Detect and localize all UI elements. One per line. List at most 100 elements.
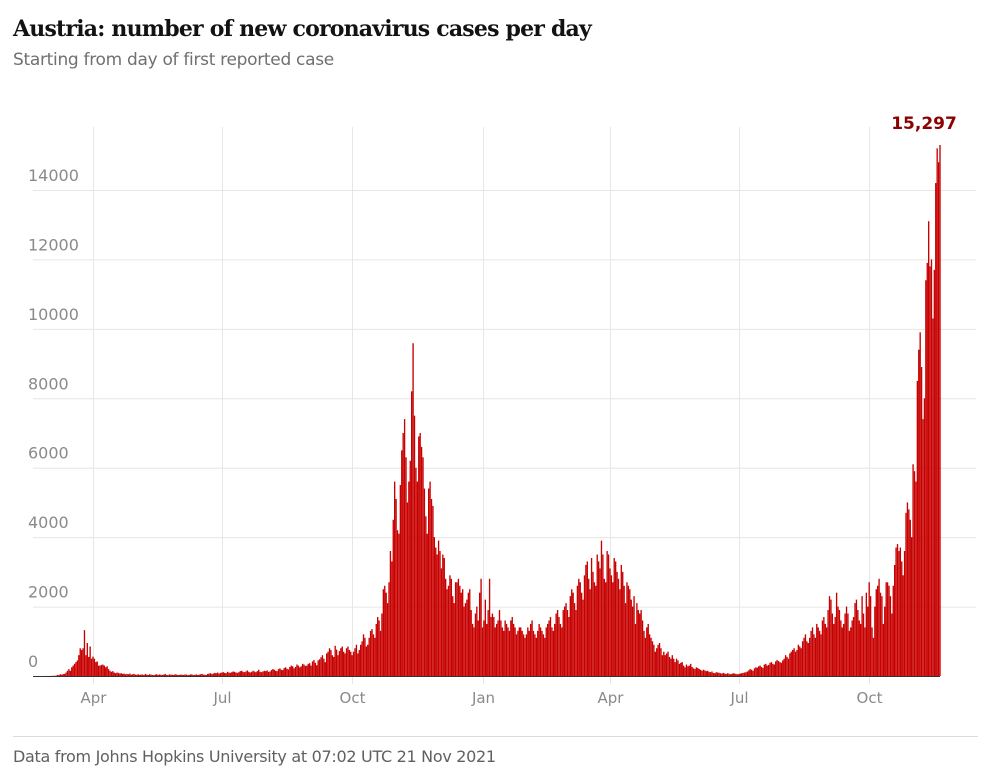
- bar: [425, 516, 427, 676]
- bar: [68, 669, 70, 676]
- bar: [837, 606, 839, 676]
- bar: [235, 672, 237, 676]
- bar: [629, 589, 631, 676]
- bar: [891, 613, 893, 676]
- bar: [794, 651, 797, 676]
- bar: [437, 540, 440, 676]
- bar: [358, 649, 360, 676]
- bar: [296, 664, 298, 676]
- bar: [790, 651, 792, 676]
- bar: [192, 674, 195, 676]
- bar: [801, 641, 804, 676]
- y-tick-label: 0: [28, 652, 38, 671]
- bar: [782, 660, 784, 676]
- bar: [443, 557, 445, 676]
- bar: [275, 670, 277, 676]
- bar: [466, 599, 468, 676]
- bar: [580, 592, 583, 676]
- bar: [742, 672, 744, 676]
- bar: [174, 674, 176, 676]
- bar: [280, 669, 283, 676]
- bar: [398, 533, 400, 676]
- bar: [512, 623, 515, 676]
- bar: [303, 664, 305, 676]
- bar: [372, 634, 375, 676]
- bar: [449, 575, 451, 676]
- bar: [806, 641, 808, 676]
- bar: [653, 644, 655, 676]
- bar: [381, 613, 383, 676]
- bar: [369, 630, 372, 676]
- bar: [784, 655, 787, 676]
- bar: [915, 481, 917, 676]
- bar: [892, 585, 894, 676]
- bar: [384, 585, 386, 676]
- bar: [204, 674, 206, 676]
- bar: [442, 554, 444, 676]
- bar: [467, 592, 470, 676]
- bar: [603, 578, 605, 676]
- bar: [146, 674, 148, 676]
- bar: [827, 610, 829, 676]
- bar: [133, 673, 135, 676]
- bar: [675, 658, 678, 676]
- bar: [182, 674, 185, 676]
- bar: [160, 674, 162, 676]
- bar: [419, 433, 421, 676]
- bar: [847, 613, 849, 676]
- bar: [304, 665, 307, 676]
- bar: [682, 665, 685, 676]
- bar: [493, 616, 495, 676]
- bar: [916, 380, 919, 676]
- bar: [657, 644, 659, 676]
- footer-divider: [13, 736, 978, 737]
- bar: [168, 674, 171, 676]
- bar: [245, 671, 247, 676]
- bar: [882, 623, 885, 676]
- bar: [779, 662, 781, 676]
- bar: [501, 627, 504, 676]
- bar: [498, 610, 501, 676]
- bar: [586, 561, 588, 676]
- bar: [248, 671, 250, 676]
- bar: [535, 637, 537, 676]
- bar: [592, 571, 594, 676]
- bar: [814, 637, 817, 676]
- bar: [195, 674, 198, 676]
- bar: [147, 674, 149, 676]
- bar: [267, 671, 270, 676]
- bar: [436, 554, 438, 676]
- bar: [804, 634, 807, 676]
- bar: [545, 627, 547, 676]
- bar: [522, 634, 525, 676]
- bar: [780, 662, 783, 676]
- bar: [430, 498, 433, 676]
- bar: [643, 630, 645, 676]
- bar: [810, 630, 812, 676]
- bar: [75, 662, 77, 676]
- bar: [221, 672, 223, 676]
- bar: [144, 673, 147, 676]
- bar: [680, 662, 682, 676]
- bar: [936, 148, 938, 677]
- bar: [868, 582, 870, 676]
- bar: [511, 616, 513, 676]
- bar: [340, 648, 342, 676]
- bar: [367, 644, 369, 676]
- bar: [283, 668, 285, 676]
- bar: [792, 649, 794, 676]
- bar: [647, 623, 649, 676]
- bar: [641, 620, 644, 676]
- bar: [613, 557, 615, 676]
- bar: [714, 673, 716, 676]
- bar: [330, 649, 332, 676]
- bar: [321, 655, 324, 676]
- bar: [912, 464, 914, 676]
- bar: [835, 592, 838, 676]
- bar: [435, 547, 437, 676]
- bar: [705, 671, 707, 676]
- bar: [72, 665, 74, 676]
- bar: [100, 664, 103, 676]
- bar: [205, 674, 207, 676]
- bar: [241, 670, 243, 676]
